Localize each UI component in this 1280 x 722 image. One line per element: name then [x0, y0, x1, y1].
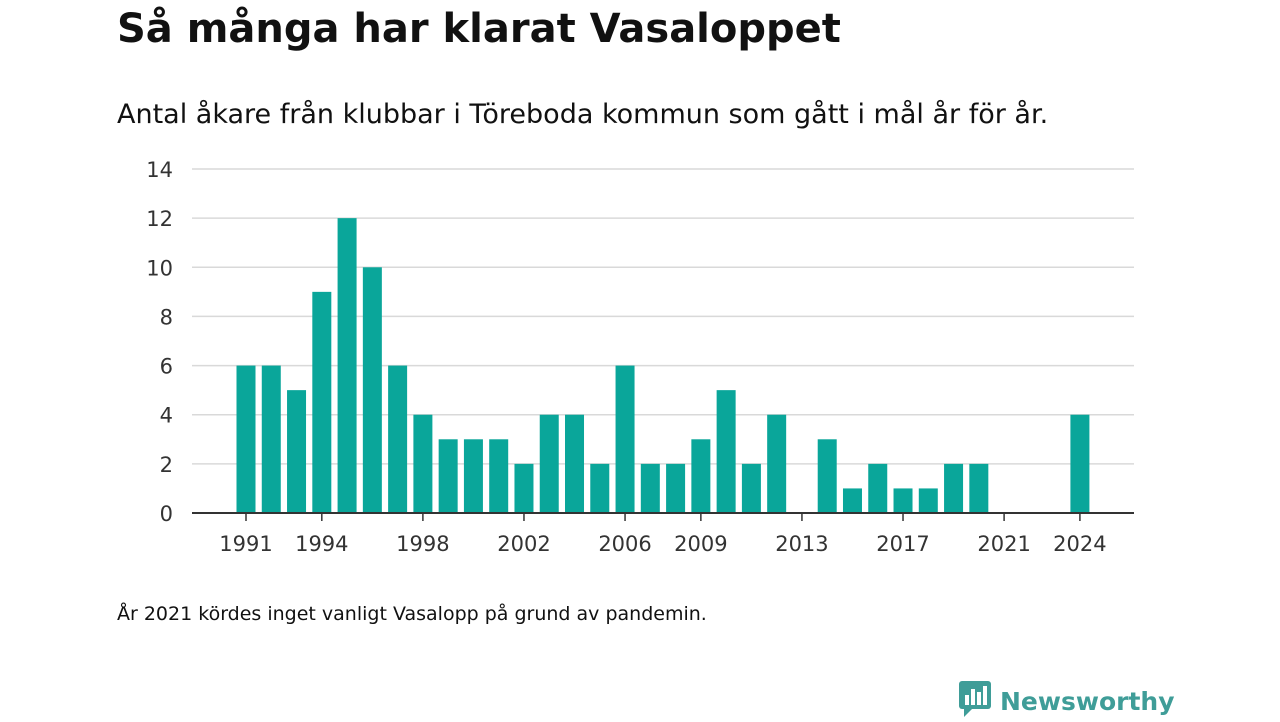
brand-name: Newsworthy: [1000, 686, 1175, 716]
brand-logo: Newsworthy: [958, 680, 1175, 722]
x-tick-label: 2013: [775, 532, 828, 556]
x-tick-label: 2006: [598, 532, 651, 556]
bar-1993: [287, 390, 307, 513]
newsworthy-logo-icon: [958, 680, 992, 722]
y-tick-label: 2: [160, 453, 173, 477]
bar-2006: [615, 365, 635, 513]
x-tick-label: 1998: [396, 532, 449, 556]
bar-2015: [842, 488, 862, 513]
bar-2019: [944, 463, 964, 513]
x-tick-label: 1994: [295, 532, 348, 556]
chart-title: Så många har klarat Vasaloppet: [117, 6, 841, 52]
y-tick-label: 10: [146, 256, 173, 280]
x-tick-label: 2024: [1053, 532, 1106, 556]
bar-2001: [489, 439, 509, 513]
bar-1992: [261, 365, 281, 513]
bar-2014: [817, 439, 837, 513]
bar-1995: [337, 218, 357, 513]
y-tick-label: 14: [146, 158, 173, 182]
y-tick-label: 6: [160, 355, 173, 379]
chart-subtitle: Antal åkare från klubbar i Töreboda komm…: [117, 99, 1049, 130]
y-tick-label: 4: [160, 404, 173, 428]
bar-2008: [666, 463, 686, 513]
bar-2018: [918, 488, 938, 513]
y-tick-label: 8: [160, 305, 173, 329]
bar-2007: [640, 463, 660, 513]
bar-2004: [565, 414, 585, 513]
x-tick-label: 2002: [497, 532, 550, 556]
bar-2016: [868, 463, 888, 513]
bar-1994: [312, 291, 332, 513]
bar-2000: [463, 439, 483, 513]
x-tick-label: 2021: [977, 532, 1030, 556]
bar-2010: [716, 390, 736, 513]
bar-1998: [413, 414, 433, 513]
bar-1999: [438, 439, 458, 513]
bar-2012: [767, 414, 787, 513]
bar-1991: [236, 365, 256, 513]
bar-2011: [741, 463, 761, 513]
x-tick-label: 2009: [674, 532, 727, 556]
y-tick-label: 12: [146, 207, 173, 231]
bar-1997: [388, 365, 408, 513]
bar-2009: [691, 439, 711, 513]
bar-2005: [590, 463, 610, 513]
y-tick-label: 0: [160, 502, 173, 526]
bar-2020: [969, 463, 989, 513]
bar-2002: [514, 463, 534, 513]
x-tick-label: 1991: [219, 532, 272, 556]
bar-2003: [539, 414, 559, 513]
x-tick-label: 2017: [876, 532, 929, 556]
bar-2017: [893, 488, 913, 513]
bar-2024: [1070, 414, 1090, 513]
bar-1996: [362, 267, 382, 513]
footnote: År 2021 kördes inget vanligt Vasalopp på…: [117, 603, 707, 625]
